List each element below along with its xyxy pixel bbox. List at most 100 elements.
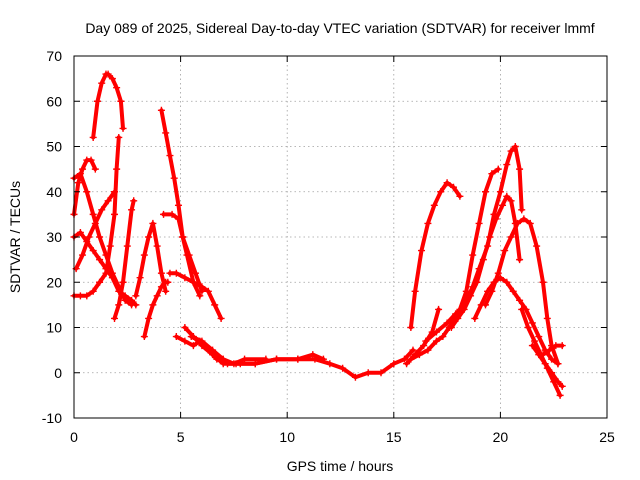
data-point — [140, 333, 148, 341]
data-point — [516, 256, 524, 264]
series-track-09 — [132, 219, 170, 300]
series-track-17 — [407, 165, 502, 363]
data-point — [294, 355, 302, 363]
data-point — [473, 278, 481, 286]
data-point — [503, 161, 511, 169]
y-tick-label: 20 — [46, 274, 62, 290]
data-point — [494, 269, 502, 277]
data-point — [89, 210, 97, 218]
x-tick-label: 25 — [599, 429, 615, 445]
data-point — [117, 97, 125, 105]
data-point — [424, 219, 432, 227]
data-point — [196, 292, 204, 300]
series-track-13 — [172, 333, 417, 381]
data-point — [145, 314, 153, 322]
data-point — [548, 355, 556, 363]
data-point — [104, 70, 112, 78]
series-track-07 — [111, 197, 138, 322]
data-point — [516, 296, 524, 304]
data-point — [545, 346, 553, 354]
data-point — [481, 188, 489, 196]
series-line — [408, 167, 501, 362]
data-point — [136, 274, 144, 282]
data-point — [418, 247, 426, 255]
data-point — [219, 355, 227, 363]
data-point — [160, 210, 168, 218]
data-point — [541, 360, 549, 368]
data-point — [411, 287, 419, 295]
data-point — [558, 342, 566, 350]
data-point — [185, 251, 193, 259]
data-point — [492, 215, 500, 223]
data-point — [552, 342, 560, 350]
data-point — [162, 129, 170, 137]
data-point — [115, 301, 123, 309]
data-point — [181, 324, 189, 331]
data-point — [113, 165, 121, 173]
series-line — [91, 72, 125, 140]
data-point — [189, 278, 197, 286]
y-tick-label: 10 — [46, 320, 62, 336]
data-point — [153, 292, 161, 300]
series-line — [133, 221, 168, 298]
data-point — [98, 206, 106, 214]
series-line — [167, 271, 224, 321]
data-point — [496, 188, 504, 196]
data-point — [128, 206, 136, 214]
data-point — [76, 228, 84, 236]
series-track-15 — [187, 333, 270, 368]
data-point — [507, 233, 515, 241]
data-point — [108, 274, 116, 282]
data-point — [456, 192, 464, 200]
data-point — [179, 233, 187, 241]
data-point — [123, 242, 131, 250]
data-point — [439, 333, 447, 341]
data-point — [443, 179, 451, 187]
data-point — [89, 247, 97, 255]
data-point — [507, 197, 515, 205]
data-point — [204, 287, 212, 295]
data-point — [428, 328, 436, 336]
data-point — [469, 251, 477, 259]
data-point — [503, 192, 511, 200]
y-tick-label: 60 — [46, 93, 62, 109]
data-point — [241, 355, 249, 363]
series-track-01 — [89, 70, 127, 141]
data-point — [79, 165, 87, 173]
data-point — [83, 292, 91, 300]
data-point — [452, 310, 460, 318]
data-point — [339, 364, 347, 372]
data-point — [273, 355, 281, 363]
data-point — [424, 346, 432, 354]
data-point — [499, 201, 507, 209]
data-point — [518, 305, 526, 313]
data-point — [172, 269, 180, 277]
x-tick-label: 20 — [493, 429, 509, 445]
data-point — [130, 197, 138, 205]
data-point — [187, 333, 195, 341]
series-track-19 — [447, 192, 524, 331]
data-point — [111, 188, 119, 196]
data-point — [400, 355, 408, 363]
data-point — [479, 256, 487, 264]
data-point — [76, 292, 84, 300]
y-tick-label: 50 — [46, 139, 62, 155]
series-track-06 — [72, 188, 119, 273]
data-point — [172, 333, 180, 341]
series-track-21 — [481, 215, 562, 368]
data-point — [533, 242, 541, 250]
series-track-22 — [518, 305, 564, 399]
y-tick-label: 0 — [54, 365, 62, 381]
data-point — [153, 242, 161, 250]
data-point — [85, 233, 93, 241]
data-point — [501, 247, 509, 255]
y-tick-label: 70 — [46, 48, 62, 64]
data-point — [166, 269, 174, 277]
data-point — [149, 301, 157, 309]
data-point — [535, 333, 543, 341]
data-point — [91, 165, 99, 173]
data-point — [98, 79, 106, 87]
data-point — [319, 355, 327, 363]
x-tick-label: 10 — [279, 429, 295, 445]
